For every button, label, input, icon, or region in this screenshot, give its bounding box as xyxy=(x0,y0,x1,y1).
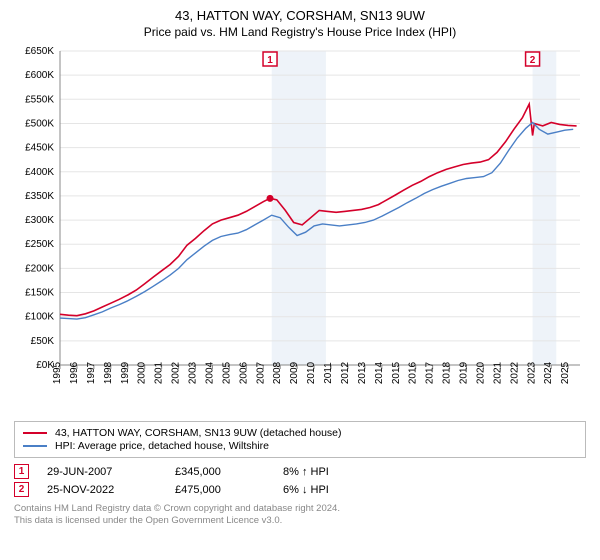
svg-text:2004: 2004 xyxy=(204,361,215,384)
legend-label: 43, HATTON WAY, CORSHAM, SN13 9UW (detac… xyxy=(55,427,342,439)
svg-text:2022: 2022 xyxy=(509,361,520,384)
page-subtitle: Price paid vs. HM Land Registry's House … xyxy=(14,25,586,39)
svg-text:2025: 2025 xyxy=(560,361,571,384)
event-row: 2 25-NOV-2022 £475,000 6% ↓ HPI xyxy=(14,482,586,497)
svg-text:2018: 2018 xyxy=(442,361,453,384)
svg-text:2024: 2024 xyxy=(543,361,554,384)
svg-text:£550K: £550K xyxy=(25,94,54,105)
event-marker-icon: 2 xyxy=(14,482,29,497)
svg-text:£200K: £200K xyxy=(25,263,54,274)
svg-text:£150K: £150K xyxy=(25,288,54,299)
legend: 43, HATTON WAY, CORSHAM, SN13 9UW (detac… xyxy=(14,421,586,458)
svg-text:£50K: £50K xyxy=(31,336,55,347)
svg-text:£350K: £350K xyxy=(25,191,54,202)
svg-text:2012: 2012 xyxy=(340,361,351,384)
price-chart: £0K£50K£100K£150K£200K£250K£300K£350K£40… xyxy=(14,45,586,415)
svg-text:1997: 1997 xyxy=(86,361,97,384)
svg-text:2011: 2011 xyxy=(323,362,334,384)
svg-text:2007: 2007 xyxy=(255,361,266,384)
event-price: £475,000 xyxy=(175,484,265,496)
legend-swatch xyxy=(23,445,47,447)
svg-text:2: 2 xyxy=(530,55,536,66)
svg-text:£400K: £400K xyxy=(25,167,54,178)
svg-text:2005: 2005 xyxy=(221,361,232,384)
svg-text:£500K: £500K xyxy=(25,118,54,129)
svg-text:2020: 2020 xyxy=(475,361,486,384)
svg-text:1996: 1996 xyxy=(69,361,80,384)
legend-swatch xyxy=(23,432,47,434)
svg-text:2009: 2009 xyxy=(289,361,300,384)
svg-text:2001: 2001 xyxy=(154,361,165,384)
event-delta: 6% ↓ HPI xyxy=(283,484,329,496)
event-row: 1 29-JUN-2007 £345,000 8% ↑ HPI xyxy=(14,464,586,479)
svg-text:2014: 2014 xyxy=(374,361,385,384)
event-marker-icon: 1 xyxy=(14,464,29,479)
footnote: Contains HM Land Registry data © Crown c… xyxy=(14,503,586,528)
svg-text:£450K: £450K xyxy=(25,143,54,154)
event-date: 29-JUN-2007 xyxy=(47,466,157,478)
event-price: £345,000 xyxy=(175,466,265,478)
footnote-line: This data is licensed under the Open Gov… xyxy=(14,515,586,527)
event-delta: 8% ↑ HPI xyxy=(283,466,329,478)
svg-text:1: 1 xyxy=(267,55,273,66)
footnote-line: Contains HM Land Registry data © Crown c… xyxy=(14,503,586,515)
legend-label: HPI: Average price, detached house, Wilt… xyxy=(55,440,269,452)
svg-text:2010: 2010 xyxy=(306,361,317,384)
event-date: 25-NOV-2022 xyxy=(47,484,157,496)
svg-text:£600K: £600K xyxy=(25,70,54,81)
svg-text:2015: 2015 xyxy=(391,361,402,384)
svg-text:1998: 1998 xyxy=(103,361,114,384)
svg-text:£650K: £650K xyxy=(25,46,54,57)
svg-text:2016: 2016 xyxy=(408,361,419,384)
svg-text:£100K: £100K xyxy=(25,312,54,323)
svg-text:1995: 1995 xyxy=(52,361,63,384)
page-title: 43, HATTON WAY, CORSHAM, SN13 9UW xyxy=(14,8,586,23)
legend-item: 43, HATTON WAY, CORSHAM, SN13 9UW (detac… xyxy=(23,427,577,439)
svg-text:1999: 1999 xyxy=(120,361,131,384)
svg-text:£250K: £250K xyxy=(25,239,54,250)
svg-text:£300K: £300K xyxy=(25,215,54,226)
svg-text:2023: 2023 xyxy=(526,361,537,384)
svg-text:2002: 2002 xyxy=(171,361,182,384)
svg-text:2021: 2021 xyxy=(492,361,503,384)
svg-text:2017: 2017 xyxy=(425,361,436,384)
legend-item: HPI: Average price, detached house, Wilt… xyxy=(23,440,577,452)
svg-text:2019: 2019 xyxy=(459,361,470,384)
sale-events: 1 29-JUN-2007 £345,000 8% ↑ HPI 2 25-NOV… xyxy=(14,464,586,497)
svg-text:2013: 2013 xyxy=(357,361,368,384)
svg-text:2008: 2008 xyxy=(272,361,283,384)
svg-text:2006: 2006 xyxy=(238,361,249,384)
svg-text:2000: 2000 xyxy=(137,361,148,384)
svg-text:2003: 2003 xyxy=(188,361,199,384)
